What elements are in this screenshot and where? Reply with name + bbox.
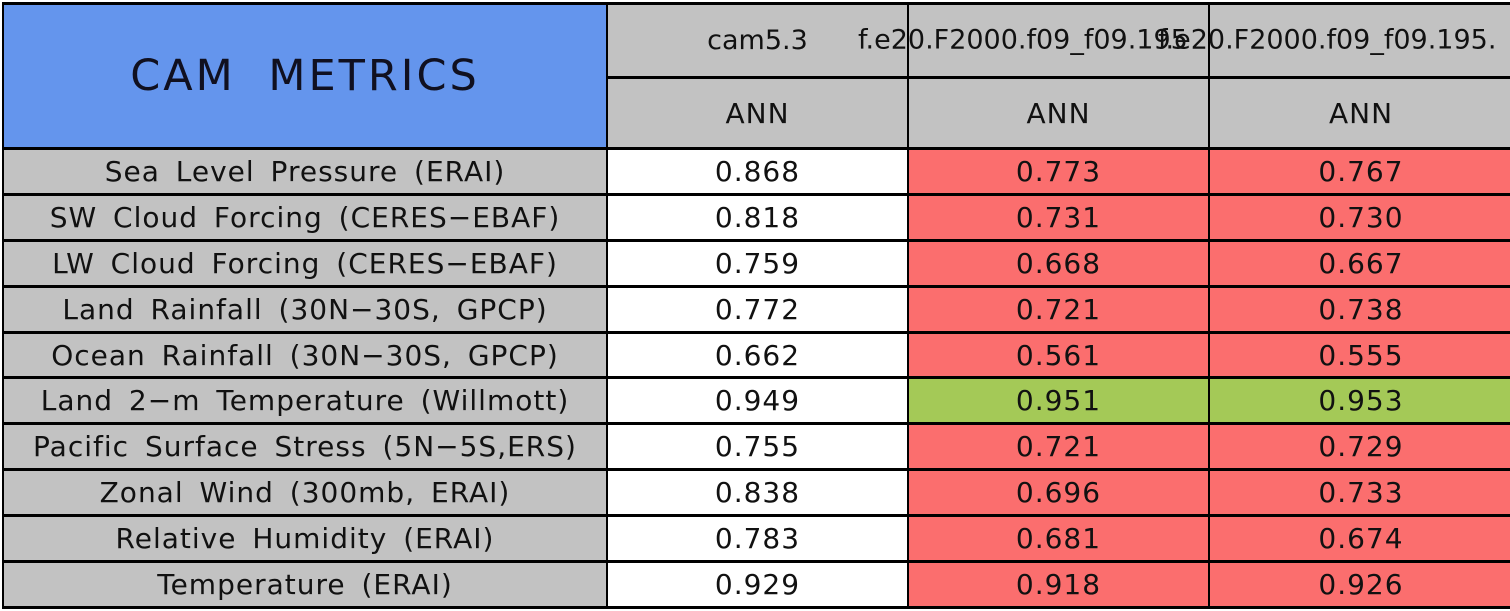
run-name-header-row: CAM METRICS cam5.3 bbox=[2, 2, 1510, 150]
metric-label: SW Cloud Forcing (CERES−EBAF) bbox=[2, 192, 608, 242]
table-title-cell: CAM METRICS bbox=[2, 2, 608, 150]
metric-label: Zonal Wind (300mb, ERAI) bbox=[2, 468, 608, 518]
metric-row-zonal-wind: Zonal Wind (300mb, ERAI) 0.838 0.696 0.7… bbox=[2, 468, 1510, 518]
metric-label: Temperature (ERAI) bbox=[2, 560, 608, 609]
metric-value: 0.667 bbox=[1208, 238, 1510, 288]
metric-value: 0.561 bbox=[907, 330, 1210, 380]
metric-row-relative-humidity: Relative Humidity (ERAI) 0.783 0.681 0.6… bbox=[2, 514, 1510, 564]
metric-value: 0.674 bbox=[1208, 514, 1510, 564]
metric-value: 0.738 bbox=[1208, 284, 1510, 334]
season-cell-1: ANN bbox=[606, 76, 909, 150]
metric-row-pacific-surface-stress: Pacific Surface Stress (5N−5S,ERS) 0.755… bbox=[2, 422, 1510, 472]
metric-row-land-2m-temperature: Land 2−m Temperature (Willmott) 0.949 0.… bbox=[2, 376, 1510, 426]
metric-row-temperature: Temperature (ERAI) 0.929 0.918 0.926 bbox=[2, 560, 1510, 609]
metric-value: 0.773 bbox=[907, 147, 1210, 196]
metric-label: LW Cloud Forcing (CERES−EBAF) bbox=[2, 238, 608, 288]
metric-label: Sea Level Pressure (ERAI) bbox=[2, 147, 608, 196]
metric-label: Ocean Rainfall (30N−30S, GPCP) bbox=[2, 330, 608, 380]
metric-label: Pacific Surface Stress (5N−5S,ERS) bbox=[2, 422, 608, 472]
run-name-cell-baseline: cam5.3 bbox=[606, 2, 909, 79]
metric-value: 0.868 bbox=[606, 147, 909, 196]
metric-value: 0.662 bbox=[606, 330, 909, 380]
metric-row-ocean-rainfall: Ocean Rainfall (30N−30S, GPCP) 0.662 0.5… bbox=[2, 330, 1510, 380]
metric-value: 0.721 bbox=[907, 422, 1210, 472]
metric-value: 0.783 bbox=[606, 514, 909, 564]
metric-value: 0.668 bbox=[907, 238, 1210, 288]
metric-row-land-rainfall: Land Rainfall (30N−30S, GPCP) 0.772 0.72… bbox=[2, 284, 1510, 334]
run-name-cell-3 bbox=[1208, 2, 1510, 79]
metric-row-lw-cloud-forcing: LW Cloud Forcing (CERES−EBAF) 0.759 0.66… bbox=[2, 238, 1510, 288]
metric-value: 0.949 bbox=[606, 376, 909, 426]
metric-value: 0.926 bbox=[1208, 560, 1510, 609]
metric-value: 0.818 bbox=[606, 192, 909, 242]
metric-row-sw-cloud-forcing: SW Cloud Forcing (CERES−EBAF) 0.818 0.73… bbox=[2, 192, 1510, 242]
metric-row-sea-level-pressure: Sea Level Pressure (ERAI) 0.868 0.773 0.… bbox=[2, 147, 1510, 196]
metric-value: 0.730 bbox=[1208, 192, 1510, 242]
metric-value: 0.696 bbox=[907, 468, 1210, 518]
metric-value: 0.721 bbox=[907, 284, 1210, 334]
metric-value: 0.951 bbox=[907, 376, 1210, 426]
season-cell-2: ANN bbox=[907, 76, 1210, 150]
metric-label: Land Rainfall (30N−30S, GPCP) bbox=[2, 284, 608, 334]
metric-value: 0.555 bbox=[1208, 330, 1510, 380]
run-name-cell-2 bbox=[907, 2, 1210, 79]
metric-label: Relative Humidity (ERAI) bbox=[2, 514, 608, 564]
metric-value: 0.729 bbox=[1208, 422, 1510, 472]
metric-value: 0.953 bbox=[1208, 376, 1510, 426]
season-cell-3: ANN bbox=[1208, 76, 1510, 150]
metric-value: 0.759 bbox=[606, 238, 909, 288]
metric-label: Land 2−m Temperature (Willmott) bbox=[2, 376, 608, 426]
metric-value: 0.755 bbox=[606, 422, 909, 472]
season-header-row: ANN ANN ANN bbox=[3, 76, 1510, 150]
metric-value: 0.772 bbox=[606, 284, 909, 334]
metric-value: 0.733 bbox=[1208, 468, 1510, 518]
metric-value: 0.681 bbox=[907, 514, 1210, 564]
metric-value: 0.731 bbox=[907, 192, 1210, 242]
metric-value: 0.929 bbox=[606, 560, 909, 609]
metric-value: 0.767 bbox=[1208, 147, 1510, 196]
metric-value: 0.838 bbox=[606, 468, 909, 518]
metric-value: 0.918 bbox=[907, 560, 1210, 609]
